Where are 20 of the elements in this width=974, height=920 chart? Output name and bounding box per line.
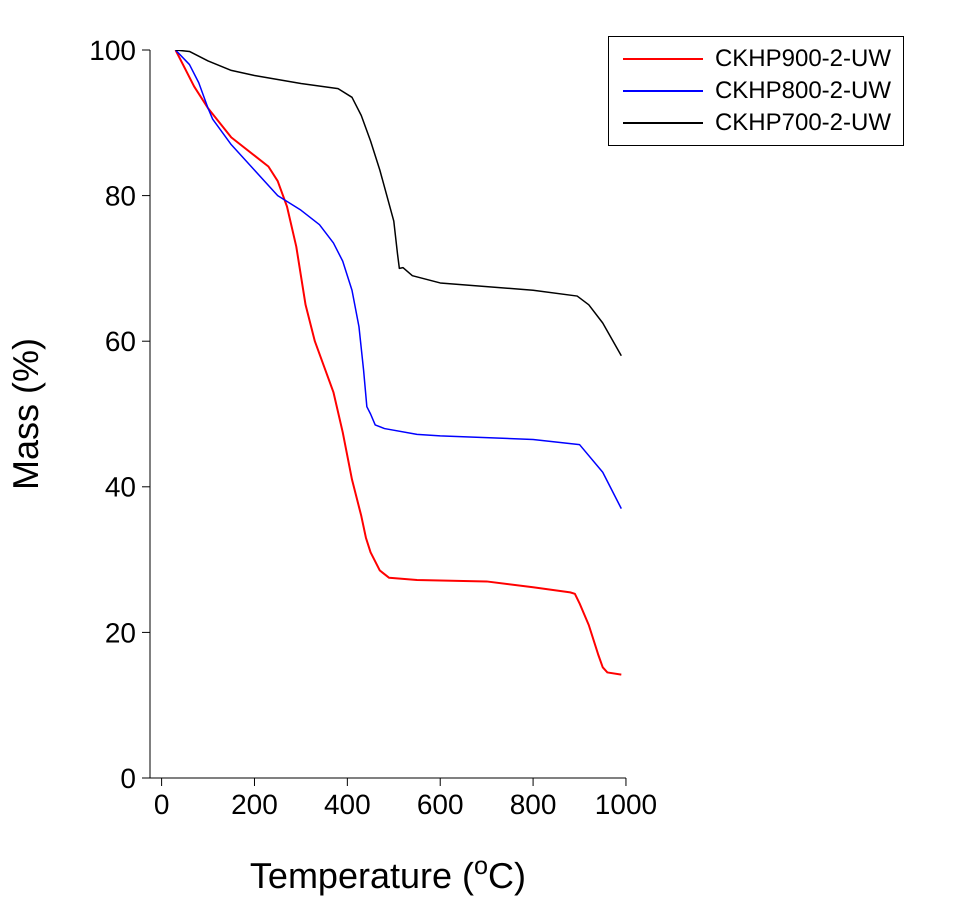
x-tick-label: 1000 [594,788,658,820]
y-tick-label: 40 [104,472,136,503]
line-series [174,50,622,357]
x-tick-label: 200 [231,788,278,820]
legend-label: CKHP800-2-UW [714,76,891,106]
x-axis-title: Temperature ($^{o}$C) [250,852,526,896]
x-tick-label: 0 [154,788,170,820]
y-tick-label: 100 [89,34,136,66]
y-tick-label: 60 [104,326,136,358]
x-tick-label: 600 [416,788,464,820]
legend-label: CKHP700-2-UW [714,108,891,138]
y-axis-title: Mass (%) [4,338,46,490]
legend-label: CKHP900-2-UW [714,44,891,74]
x-tick-label: 400 [324,788,371,820]
x-tick-label: 800 [510,788,556,820]
y-tick-label: 20 [104,617,136,648]
y-tick-label: 80 [104,180,136,212]
line-series [174,50,622,676]
line-series [174,50,622,510]
y-tick-label: 0 [120,762,136,794]
